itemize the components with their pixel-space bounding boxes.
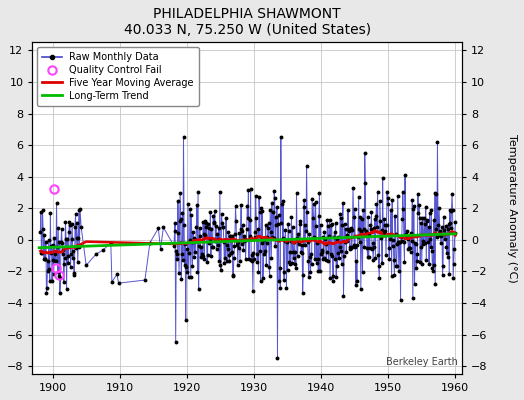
Y-axis label: Temperature Anomaly (°C): Temperature Anomaly (°C)	[507, 134, 517, 283]
Legend: Raw Monthly Data, Quality Control Fail, Five Year Moving Average, Long-Term Tren: Raw Monthly Data, Quality Control Fail, …	[37, 47, 199, 106]
Title: PHILADELPHIA SHAWMONT
40.033 N, 75.250 W (United States): PHILADELPHIA SHAWMONT 40.033 N, 75.250 W…	[124, 7, 371, 37]
Text: Berkeley Earth: Berkeley Earth	[386, 357, 458, 367]
